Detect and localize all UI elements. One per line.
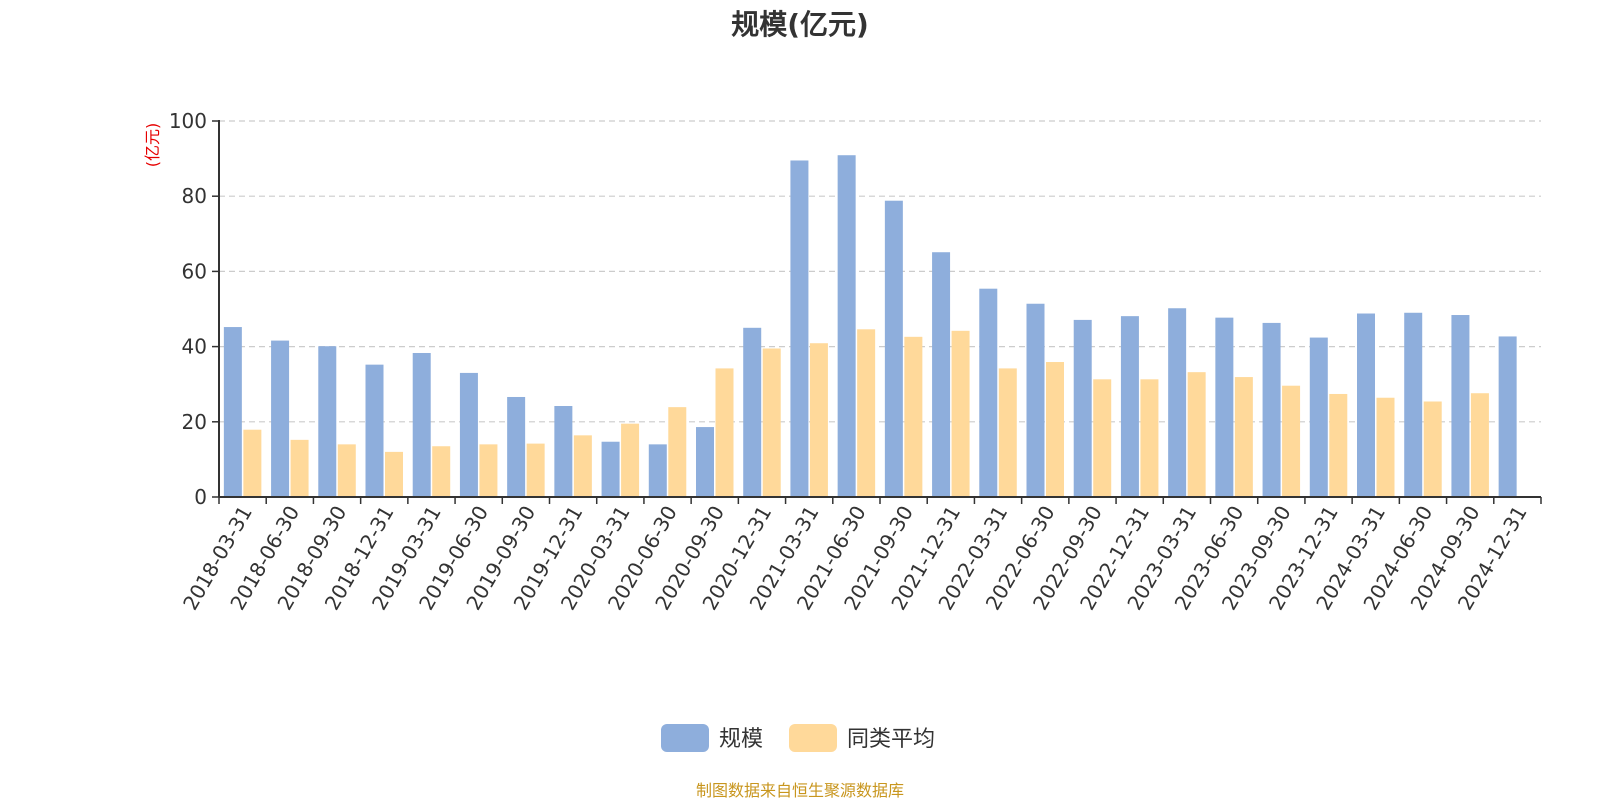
bar-peer-average-2021-12-31[interactable] <box>951 330 970 497</box>
y-tick-label: 0 <box>194 485 207 509</box>
bar-scale-2021-09-30[interactable] <box>884 200 903 497</box>
bar-scale-2018-12-31[interactable] <box>365 364 384 497</box>
bar-peer-average-2021-03-31[interactable] <box>809 343 828 497</box>
bar-scale-2023-03-31[interactable] <box>1168 308 1187 497</box>
bar-peer-average-2019-03-31[interactable] <box>432 446 451 497</box>
bar-scale-2018-03-31[interactable] <box>223 327 242 497</box>
bar-scale-2024-06-30[interactable] <box>1404 312 1423 497</box>
bar-peer-average-2024-03-31[interactable] <box>1376 397 1395 497</box>
bar-peer-average-2022-09-30[interactable] <box>1093 379 1112 497</box>
bar-peer-average-2021-09-30[interactable] <box>904 336 923 497</box>
bar-peer-average-2023-09-30[interactable] <box>1282 385 1301 497</box>
bar-scale-2018-06-30[interactable] <box>271 340 290 497</box>
bar-scale-2021-06-30[interactable] <box>837 155 856 497</box>
bar-scale-2018-09-30[interactable] <box>318 346 337 497</box>
bar-scale-2020-12-31[interactable] <box>743 327 762 497</box>
bar-peer-average-2019-06-30[interactable] <box>479 444 498 497</box>
bar-scale-2022-12-31[interactable] <box>1120 316 1139 497</box>
y-tick-label: 100 <box>169 109 207 133</box>
legend[interactable]: 规模 同类平均 <box>661 724 935 752</box>
bar-scale-2021-12-31[interactable] <box>932 252 951 497</box>
y-axis-ticks: 0 20 40 60 80 100 <box>169 109 219 509</box>
bar-peer-average-2024-06-30[interactable] <box>1423 401 1442 497</box>
bar-peer-average-2018-03-31[interactable] <box>243 429 262 497</box>
bar-peer-average-2018-09-30[interactable] <box>337 444 356 497</box>
bar-scale-2023-09-30[interactable] <box>1262 322 1281 497</box>
bar-peer-average-2022-03-31[interactable] <box>998 368 1017 497</box>
bar-scale-2022-03-31[interactable] <box>979 288 998 497</box>
bar-peer-average-2018-06-30[interactable] <box>290 439 309 497</box>
bar-scale-2022-06-30[interactable] <box>1026 303 1045 497</box>
bar-scale-2019-12-31[interactable] <box>554 406 573 497</box>
x-axis-ticks: 2018-03-312018-06-302018-09-302018-12-31… <box>178 497 1542 614</box>
bar-scale-2024-03-31[interactable] <box>1357 313 1375 497</box>
bar-scale-2019-06-30[interactable] <box>459 372 478 497</box>
bar-scale-2023-06-30[interactable] <box>1215 317 1234 497</box>
bar-scale-2019-03-31[interactable] <box>412 352 431 497</box>
bar-scale-2020-06-30[interactable] <box>648 444 667 497</box>
bar-scale-2021-03-31[interactable] <box>790 160 809 498</box>
source-note: 制图数据来自恒生聚源数据库 <box>696 781 904 800</box>
bar-peer-average-2019-09-30[interactable] <box>526 443 545 497</box>
bar-scale-2020-03-31[interactable] <box>601 441 620 497</box>
y-tick-label: 20 <box>182 410 207 434</box>
legend-label-scale[interactable]: 规模 <box>719 727 763 752</box>
legend-swatch-peer-average[interactable] <box>789 724 837 752</box>
y-tick-label: 80 <box>182 184 207 208</box>
legend-swatch-scale[interactable] <box>661 724 709 752</box>
legend-label-peer-average[interactable]: 同类平均 <box>847 727 935 752</box>
bar-peer-average-2019-12-31[interactable] <box>573 435 592 497</box>
bar-peer-average-2024-09-30[interactable] <box>1470 393 1489 497</box>
bar-scale-2020-09-30[interactable] <box>696 427 714 497</box>
bar-peer-average-2020-06-30[interactable] <box>668 407 687 497</box>
bar-peer-average-2020-09-30[interactable] <box>715 368 734 497</box>
bars <box>223 155 1517 498</box>
chart-title: 规模(亿元) <box>731 8 869 41</box>
bar-scale-2022-09-30[interactable] <box>1073 319 1092 497</box>
bar-scale-2024-09-30[interactable] <box>1451 315 1470 497</box>
y-tick-label: 40 <box>182 335 207 359</box>
bar-peer-average-2022-12-31[interactable] <box>1140 379 1159 497</box>
bar-peer-average-2020-03-31[interactable] <box>621 423 640 497</box>
bar-peer-average-2023-12-31[interactable] <box>1329 393 1348 497</box>
bar-scale-2024-12-31[interactable] <box>1498 336 1517 497</box>
bar-scale-2019-09-30[interactable] <box>507 396 526 497</box>
bar-peer-average-2018-12-31[interactable] <box>385 451 403 497</box>
bar-scale-2023-12-31[interactable] <box>1309 337 1328 497</box>
bar-peer-average-2023-03-31[interactable] <box>1187 372 1206 497</box>
bar-peer-average-2020-12-31[interactable] <box>762 348 781 497</box>
bar-peer-average-2023-06-30[interactable] <box>1234 377 1253 497</box>
y-tick-label: 60 <box>182 259 207 283</box>
y-axis-unit: (亿元) <box>143 123 162 168</box>
bar-peer-average-2021-06-30[interactable] <box>857 329 876 497</box>
bar-peer-average-2022-06-30[interactable] <box>1046 362 1064 497</box>
